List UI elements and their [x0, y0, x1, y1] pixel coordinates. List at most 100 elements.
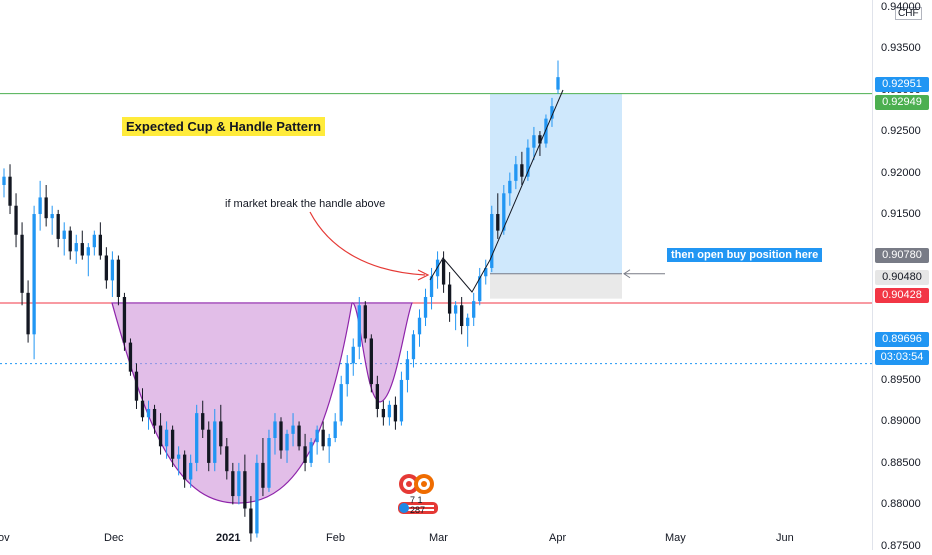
- candle-body-24: [146, 408, 151, 418]
- logo-graphic: [398, 474, 438, 514]
- candle-body-70: [423, 296, 428, 318]
- candle-body-34: [207, 429, 211, 463]
- candle-body-60: [363, 305, 367, 339]
- candle-body-88: [532, 135, 536, 148]
- buy-stop-zone: [490, 273, 622, 299]
- candle-body-13: [80, 243, 84, 256]
- candle-body-82: [496, 214, 500, 231]
- price-tag: 0.90428: [875, 288, 929, 303]
- x-tick-nov: ov: [0, 532, 10, 544]
- breakout-arrow-head: [417, 269, 430, 281]
- candle-body-47: [285, 433, 289, 451]
- candle-body-79: [478, 276, 482, 302]
- candle-body-41: [249, 508, 253, 534]
- candle-body-18: [110, 259, 115, 281]
- candle-body-36: [219, 421, 223, 447]
- candle-body-35: [213, 421, 217, 463]
- projection-path: [429, 89, 564, 293]
- candle-body-77: [466, 317, 470, 327]
- candle-body-92: [556, 77, 560, 90]
- pattern-title-label: Expected Cup & Handle Pattern: [122, 117, 326, 136]
- candle-body-54: [327, 438, 331, 447]
- candle-body-0: [2, 176, 6, 185]
- candle-body-57: [345, 363, 349, 385]
- y-tick-label: 0.89500: [881, 373, 921, 386]
- candle-body-4: [26, 292, 30, 335]
- price-axis[interactable]: CHF 0.87500 0.88000 0.88500 0.89000 0.89500 0…: [872, 0, 932, 552]
- y-tick-label: 0.87500: [881, 539, 921, 552]
- candle-body-27: [164, 429, 169, 447]
- x-tick-jun: Jun: [776, 532, 794, 544]
- x-tick-apr: Apr: [549, 532, 567, 544]
- x-tick-may: May: [665, 532, 686, 544]
- buy-position-label: then open buy position here: [667, 248, 823, 262]
- candle-body-81: [490, 214, 494, 268]
- candle-body-66: [399, 379, 404, 422]
- candle-body-11: [68, 230, 72, 252]
- candle-body-21: [128, 342, 133, 372]
- candle-body-26: [158, 425, 163, 447]
- candle-body-33: [201, 413, 205, 430]
- candle-body-40: [243, 471, 247, 509]
- breakout-arrow: [309, 211, 426, 276]
- price-chart[interactable]: Expected Cup & Handle Pattern if market …: [0, 0, 872, 550]
- candle-body-78: [472, 301, 476, 318]
- x-tick-feb: Feb: [326, 532, 345, 544]
- buy-arrow-head: [623, 269, 631, 279]
- candle-body-30: [182, 454, 187, 480]
- candle-body-23: [140, 400, 145, 418]
- y-tick-label: 0.91500: [881, 208, 921, 221]
- candle-body-80: [484, 267, 488, 277]
- x-tick-2021: 2021: [216, 532, 241, 544]
- candle-body-16: [98, 234, 103, 256]
- y-tick-label: 0.88500: [881, 456, 921, 469]
- candle-body-5: [32, 214, 36, 335]
- price-tag: 0.90480: [875, 270, 929, 285]
- candle-body-38: [231, 471, 235, 497]
- y-tick-label: 0.94000: [881, 0, 921, 13]
- candle-body-68: [411, 334, 416, 360]
- candle-body-56: [339, 384, 343, 422]
- x-tick-dec: Dec: [104, 532, 124, 544]
- candle-body-39: [237, 471, 241, 497]
- candle-body-69: [417, 317, 422, 335]
- candle-body-85: [514, 164, 518, 181]
- candle-body-76: [459, 305, 464, 327]
- breakout-note-label: if market break the handle above: [225, 198, 386, 210]
- candle-body-59: [357, 305, 361, 347]
- y-tick-label: 0.92000: [881, 166, 921, 179]
- candle-body-32: [195, 413, 199, 463]
- candle-body-8: [50, 214, 54, 219]
- candle-body-71: [429, 276, 434, 297]
- candle-body-91: [550, 106, 554, 119]
- chart-canvas[interactable]: [0, 0, 872, 550]
- candle-body-52: [315, 429, 319, 443]
- candle-body-58: [351, 346, 355, 364]
- candle-body-31: [189, 462, 193, 480]
- candle-body-17: [104, 255, 109, 281]
- candle-body-20: [122, 296, 127, 343]
- candle-body-75: [453, 305, 458, 314]
- candle-body-29: [176, 454, 181, 459]
- candle-body-64: [387, 404, 392, 418]
- y-tick-label: 0.92500: [881, 125, 921, 138]
- candle-body-61: [369, 338, 373, 385]
- candle-body-9: [56, 214, 60, 239]
- candle-body-25: [152, 408, 157, 426]
- candle-body-51: [309, 442, 313, 463]
- candle-body-12: [74, 243, 78, 252]
- candle-body-87: [526, 147, 530, 177]
- candle-body-90: [544, 118, 548, 144]
- candle-body-84: [508, 180, 512, 194]
- price-tag: 0.92949: [875, 95, 929, 110]
- candle-body-42: [255, 462, 259, 534]
- candle-body-15: [92, 234, 96, 248]
- candle-body-43: [261, 462, 265, 488]
- candle-body-1: [8, 176, 12, 206]
- candle-body-44: [267, 438, 271, 488]
- y-tick-label: 0.88000: [881, 498, 921, 511]
- y-tick-label: 0.93500: [881, 42, 921, 55]
- candle-body-2: [14, 205, 18, 235]
- candle-body-49: [297, 425, 301, 447]
- candle-body-73: [441, 259, 446, 285]
